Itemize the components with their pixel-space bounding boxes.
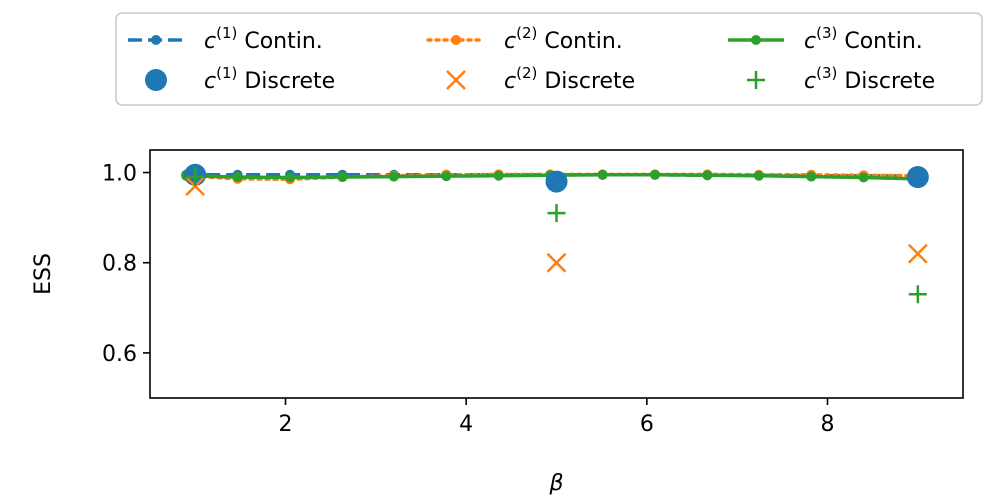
- plot-frame: [149, 149, 964, 399]
- discrete-1-marker: [545, 170, 568, 193]
- legend-label: c(2) Discrete: [504, 64, 635, 94]
- x-tick-label: 2: [279, 412, 293, 437]
- legend-point-swatch: [151, 35, 161, 45]
- series-3-point: [493, 170, 504, 181]
- series-3-point: [285, 172, 296, 183]
- legend-marker-swatch: [446, 70, 466, 90]
- plot-area: [181, 163, 929, 304]
- y-tick-label: 0.8: [102, 252, 137, 277]
- legend-marker-swatch: [747, 71, 765, 89]
- legend-label: c(3) Discrete: [804, 64, 935, 94]
- discrete-3-marker: [547, 204, 566, 223]
- series-3-point: [753, 170, 764, 181]
- discrete-3-marker: [908, 285, 927, 304]
- axes: 2 4 6 8 0.6 0.8 1.0 β ESS: [31, 149, 964, 496]
- discrete-1-marker: [906, 166, 929, 189]
- series-3-point: [649, 169, 660, 180]
- discrete-3-marker: [186, 168, 205, 187]
- series-3-point: [388, 171, 399, 182]
- series-3-point: [597, 169, 608, 180]
- y-tick-label: 1.0: [102, 162, 137, 187]
- x-tick-label: 8: [821, 412, 835, 437]
- discrete-2-marker: [185, 176, 206, 196]
- series-3-point: [232, 172, 243, 183]
- discrete-2-marker: [907, 243, 928, 264]
- y-tick-label: 0.6: [102, 342, 137, 367]
- y-axis-label: ESS: [31, 253, 56, 295]
- legend-label: c(1) Discrete: [204, 64, 335, 94]
- series-3-point: [702, 170, 713, 181]
- x-tick-label: 4: [459, 412, 473, 437]
- discrete-2-marker: [546, 252, 567, 273]
- legend-point-swatch: [451, 35, 461, 45]
- legend-label: c(3) Contin.: [804, 24, 923, 54]
- legend-marker-swatch: [145, 69, 167, 91]
- legend-label: c(1) Contin.: [204, 24, 323, 54]
- series-3-point: [858, 172, 869, 183]
- legend-box: [115, 12, 983, 106]
- series-3-point: [337, 172, 348, 183]
- series-3-point: [806, 171, 817, 182]
- x-tick-label: 6: [640, 412, 654, 437]
- series-3-point: [441, 171, 452, 182]
- x-axis-label: β: [548, 471, 563, 496]
- legend-label: c(2) Contin.: [504, 24, 623, 54]
- legend: c(1) Contin. c(2) Contin. c(3) Contin. c(1)…: [115, 12, 983, 106]
- legend-point-swatch: [751, 35, 761, 45]
